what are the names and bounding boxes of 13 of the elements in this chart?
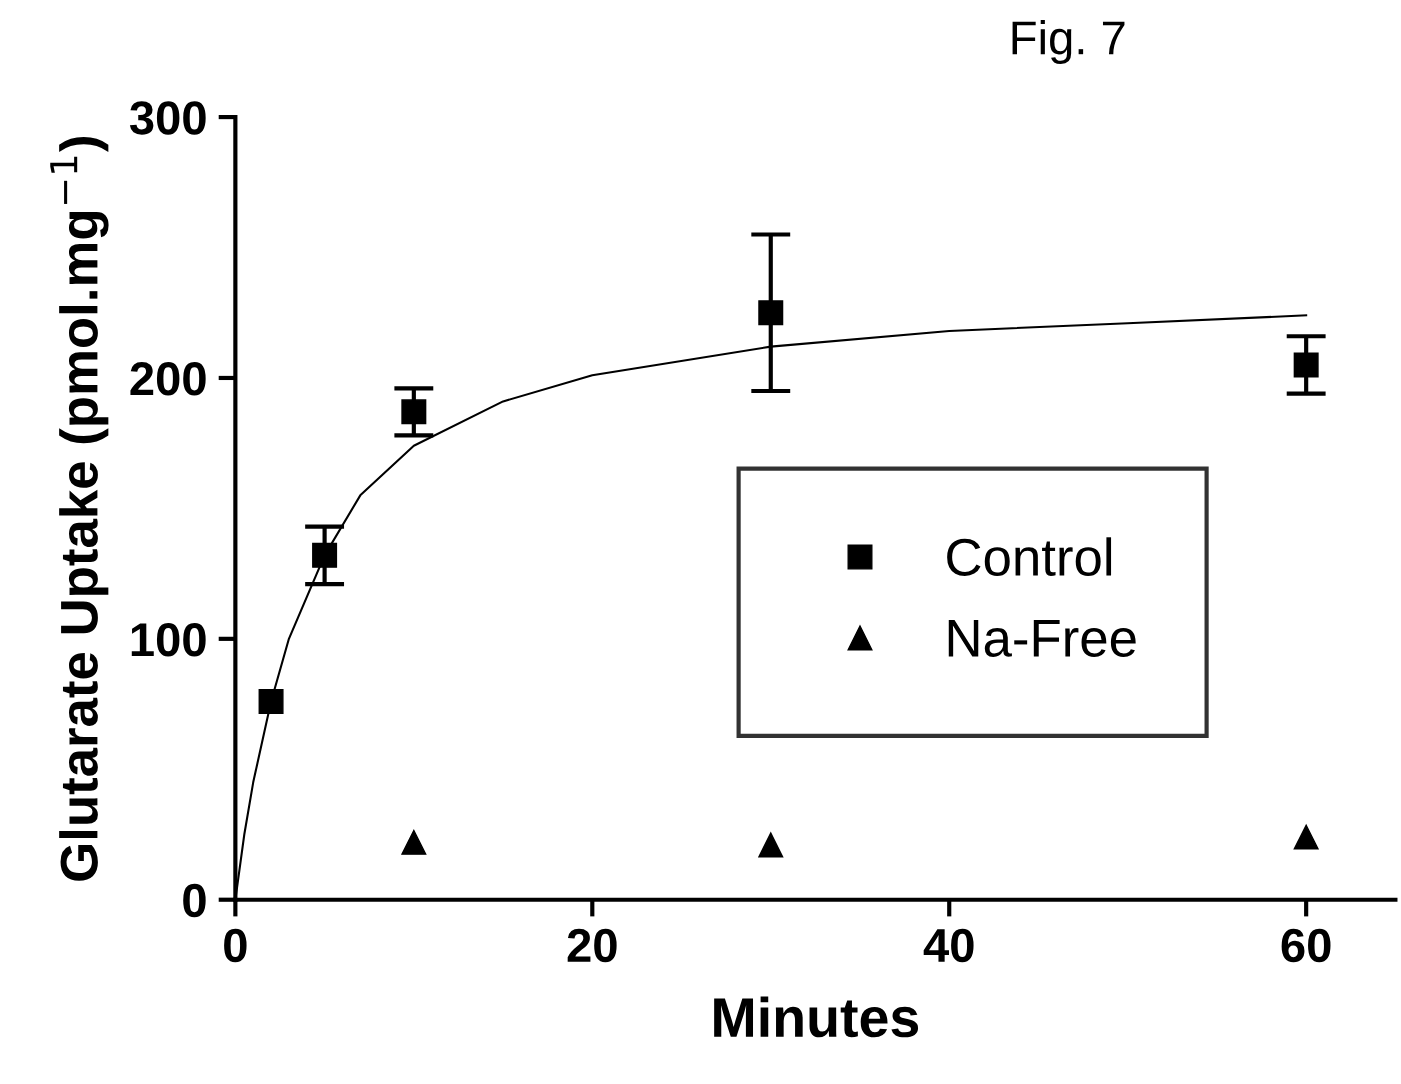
y-tick-label: 0	[183, 883, 206, 918]
chart-title: Fig. 7	[1012, 19, 1125, 64]
x-tick-label: 20	[567, 928, 617, 963]
y-tick-label: 200	[130, 362, 206, 396]
x-tick-label: 0	[224, 928, 247, 963]
legend-label: Control	[947, 537, 1112, 577]
x-axis-title: Minutes	[714, 996, 919, 1038]
y-axis-title: Glutarate Uptake (pmol.mg$^{−1}$)	[50, 137, 109, 881]
y-tick-label: 100	[131, 622, 206, 657]
y-tick-label: 300	[129, 101, 206, 135]
legend-label: Na-Free	[948, 620, 1136, 657]
x-tick-label: 60	[1281, 928, 1331, 963]
x-tick-label: 40	[923, 928, 974, 963]
